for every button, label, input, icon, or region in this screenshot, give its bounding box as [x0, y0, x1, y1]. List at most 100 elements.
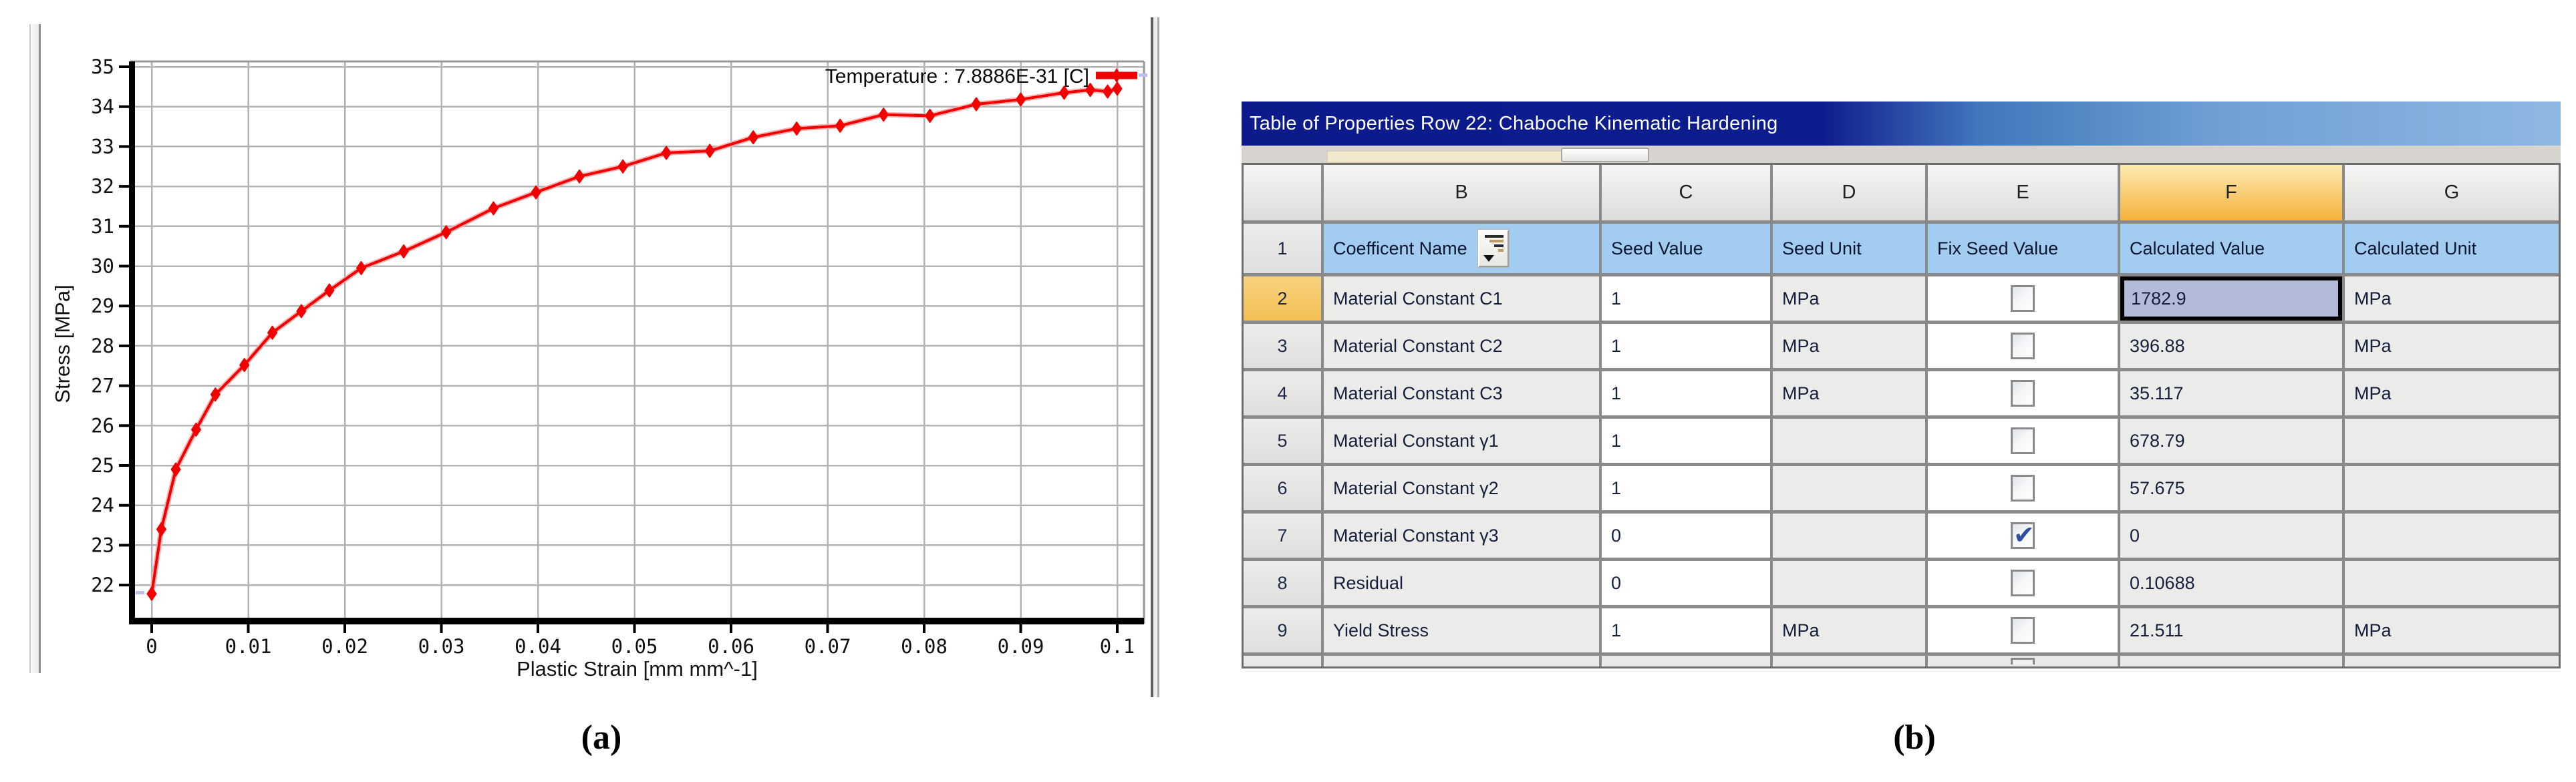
calculated-unit-cell[interactable]	[2345, 514, 2559, 558]
y-axis	[129, 61, 135, 624]
row-number-1[interactable]: 1	[1244, 224, 1321, 273]
calculated-value-cell[interactable]: 678.79	[2120, 419, 2342, 463]
calculated-unit-cell[interactable]: MPa	[2345, 608, 2559, 652]
corner-header-cell[interactable]	[1244, 165, 1321, 220]
column-header-E[interactable]: E	[1928, 165, 2118, 220]
checkbox-checked[interactable]	[2011, 520, 2035, 550]
x-tick	[1116, 624, 1119, 633]
horizontal-scrollbar-thumb[interactable]	[1561, 148, 1649, 162]
seed-value-cell[interactable]: 1	[1602, 419, 1770, 463]
calculated-value-cell[interactable]: 0.10688	[2120, 561, 2342, 605]
calculated-unit-cell[interactable]	[2345, 419, 2559, 463]
column-header-F[interactable]: F	[2120, 165, 2342, 220]
fix-seed-value-cell[interactable]	[1928, 419, 2118, 463]
checkbox-unchecked[interactable]	[2011, 570, 2035, 596]
fix-seed-value-cell[interactable]	[1928, 371, 2118, 415]
fix-seed-value-cell[interactable]	[1928, 324, 2118, 368]
row-number-9[interactable]: 9	[1244, 608, 1321, 652]
checkbox-unchecked[interactable]	[2011, 475, 2035, 502]
x-tick	[440, 624, 443, 633]
coefficient-name-cell[interactable]: Material Constant γ1	[1324, 419, 1599, 463]
y-tick	[119, 305, 129, 308]
fix-seed-value-cell[interactable]	[1928, 466, 2118, 510]
coefficient-name-cell[interactable]: Residual	[1324, 561, 1599, 605]
data-point-marker	[324, 283, 335, 298]
column-header-C[interactable]: C	[1602, 165, 1770, 220]
fix-seed-value-cell[interactable]	[1928, 276, 2118, 321]
seed-unit-cell[interactable]	[1773, 561, 1925, 605]
column-header-B[interactable]: B	[1324, 165, 1599, 220]
seed-unit-cell[interactable]: MPa	[1773, 276, 1925, 321]
calculated-value-cell[interactable]: 57.675	[2120, 466, 2342, 510]
checkbox-unchecked[interactable]	[2011, 333, 2035, 359]
seed-unit-cell[interactable]: MPa	[1773, 371, 1925, 415]
row-number-4[interactable]: 4	[1244, 371, 1321, 415]
clipped-row-cell	[1244, 656, 1321, 666]
coefficient-name-cell[interactable]: Material Constant C3	[1324, 371, 1599, 415]
calculated-value-cell[interactable]: 1782.9	[2120, 276, 2342, 321]
seed-unit-cell[interactable]	[1773, 466, 1925, 510]
calculated-unit-cell[interactable]	[2345, 466, 2559, 510]
y-tick-label: 34	[91, 95, 114, 118]
checkbox-unchecked[interactable]	[2011, 285, 2035, 312]
row-number-8[interactable]: 8	[1244, 561, 1321, 605]
selection-artifact	[136, 591, 144, 594]
coefficient-name-cell[interactable]: Material Constant γ2	[1324, 466, 1599, 510]
seed-value-cell[interactable]: 1	[1602, 608, 1770, 652]
clipped-row-cell	[2345, 656, 2559, 666]
checkbox-unchecked[interactable]	[2011, 380, 2035, 407]
calculated-value-cell[interactable]: 35.117	[2120, 371, 2342, 415]
seed-value-cell[interactable]: 1	[1602, 276, 1770, 321]
calculated-unit-cell[interactable]: MPa	[2345, 324, 2559, 368]
x-tick-label: 0.05	[611, 635, 658, 658]
seed-value-cell[interactable]: 0	[1602, 514, 1770, 558]
calculated-unit-cell[interactable]	[2345, 561, 2559, 605]
seed-unit-cell[interactable]	[1773, 514, 1925, 558]
row-number-3[interactable]: 3	[1244, 324, 1321, 368]
chart-window-left-splitter[interactable]	[29, 24, 41, 673]
coefficient-name-cell[interactable]: Material Constant C2	[1324, 324, 1599, 368]
clipped-row-cell	[1602, 656, 1770, 666]
panel-b-label: (b)	[1893, 719, 1936, 757]
calculated-unit-cell[interactable]: MPa	[2345, 371, 2559, 415]
x-tick	[537, 624, 539, 633]
y-tick-label: 35	[91, 55, 114, 78]
seed-unit-cell[interactable]	[1773, 419, 1925, 463]
sort-icon	[1497, 249, 1504, 252]
sort-icon	[1484, 235, 1504, 238]
y-tick	[119, 145, 129, 148]
data-point-marker	[267, 325, 278, 340]
coefficient-name-cell[interactable]: Material Constant C1	[1324, 276, 1599, 321]
seed-value-cell[interactable]: 1	[1602, 466, 1770, 510]
column-header-G[interactable]: G	[2345, 165, 2559, 220]
fix-seed-value-cell[interactable]	[1928, 608, 2118, 652]
seed-unit-cell[interactable]: MPa	[1773, 324, 1925, 368]
seed-value-cell[interactable]: 1	[1602, 371, 1770, 415]
seed-value-cell[interactable]: 0	[1602, 561, 1770, 605]
data-point-marker	[146, 586, 157, 601]
data-point-marker	[704, 144, 715, 158]
calculated-value-cell[interactable]: 0	[2120, 514, 2342, 558]
fix-seed-value-cell[interactable]	[1928, 514, 2118, 558]
row-number-7[interactable]: 7	[1244, 514, 1321, 558]
row-number-5[interactable]: 5	[1244, 419, 1321, 463]
y-tick	[119, 344, 129, 347]
data-point-marker	[441, 225, 452, 240]
coefficient-name-cell[interactable]: Material Constant γ3	[1324, 514, 1599, 558]
checkbox-unchecked[interactable]	[2011, 427, 2035, 454]
row-number-2[interactable]: 2	[1244, 276, 1321, 321]
calculated-unit-cell[interactable]: MPa	[2345, 276, 2559, 321]
checkbox-unchecked[interactable]	[2011, 617, 2035, 644]
seed-unit-cell[interactable]: MPa	[1773, 608, 1925, 652]
calculated-value-cell[interactable]: 396.88	[2120, 324, 2342, 368]
column-header-D[interactable]: D	[1773, 165, 1925, 220]
data-point-marker	[190, 422, 201, 437]
fix-seed-value-cell[interactable]	[1928, 561, 2118, 605]
coefficient-name-cell[interactable]: Yield Stress	[1324, 608, 1599, 652]
y-tick-label: 23	[91, 534, 114, 556]
row-number-6[interactable]: 6	[1244, 466, 1321, 510]
seed-value-cell[interactable]: 1	[1602, 324, 1770, 368]
calculated-value-cell[interactable]: 21.511	[2120, 608, 2342, 652]
sort-button[interactable]	[1477, 230, 1509, 267]
chart-window-right-border[interactable]	[1151, 17, 1159, 697]
